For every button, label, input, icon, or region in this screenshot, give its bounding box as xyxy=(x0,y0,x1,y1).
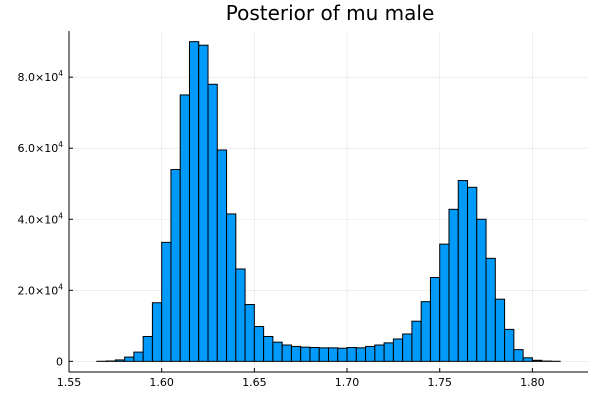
histogram-bar xyxy=(216,149,228,362)
histogram-bar xyxy=(263,335,274,362)
x-tick-label: 1.65 xyxy=(242,376,267,389)
histogram-bar xyxy=(457,180,469,362)
histogram-bar xyxy=(485,257,496,362)
histogram-bar xyxy=(522,357,533,362)
histogram-bar xyxy=(170,169,181,362)
x-tick-label: 1.75 xyxy=(427,376,452,389)
histogram-bar xyxy=(402,333,413,362)
histogram-bar xyxy=(235,268,246,362)
bars-layer xyxy=(96,41,561,362)
histogram-bar xyxy=(411,320,422,362)
histogram-bar xyxy=(448,208,459,362)
histogram-bar xyxy=(253,326,265,362)
x-tick-label: 1.70 xyxy=(335,376,360,389)
histogram-bar xyxy=(429,277,441,362)
y-tick-label: 4.0×104 xyxy=(18,211,64,226)
histogram-bar xyxy=(365,345,376,362)
histogram-bar xyxy=(309,346,320,362)
histogram-bar xyxy=(179,94,190,362)
histogram-bar xyxy=(392,338,404,362)
y-tick-label: 6.0×104 xyxy=(18,140,64,155)
histogram-bar xyxy=(513,349,524,362)
x-tick-label: 1.80 xyxy=(520,376,545,389)
histogram-bar xyxy=(151,302,163,362)
grid-layer xyxy=(68,31,588,372)
histogram-bar xyxy=(531,359,543,362)
histogram-bar xyxy=(133,351,144,362)
histogram-bar xyxy=(226,213,237,362)
x-tick-label: 1.55 xyxy=(57,376,82,389)
histogram-bar xyxy=(124,356,135,362)
histogram-bar xyxy=(467,186,478,362)
histogram-bar xyxy=(439,243,450,362)
x-tick-label: 1.60 xyxy=(149,376,174,389)
histogram-bar xyxy=(374,344,385,362)
histogram-bar xyxy=(198,44,209,362)
histogram-bar xyxy=(504,328,515,362)
axis-layer: 1.55 1.60 1.65 1.70 1.75 1.80 0 2.0×104 4.0×104 6… xyxy=(18,31,588,389)
y-tick-label: 0 xyxy=(56,355,63,368)
histogram-bar xyxy=(290,345,302,362)
histogram-bar xyxy=(383,342,394,362)
histogram-bar xyxy=(494,298,506,362)
histogram-bar xyxy=(207,83,218,362)
histogram-bar xyxy=(328,347,339,362)
histogram-bar xyxy=(300,346,311,362)
histogram-bar xyxy=(142,335,153,362)
chart-title: Posterior of mu male xyxy=(226,1,435,25)
histogram-bar xyxy=(355,347,367,362)
y-tick-label: 8.0×104 xyxy=(18,69,64,84)
histogram-bar xyxy=(188,41,200,362)
histogram-bar xyxy=(476,218,487,362)
histogram-bar xyxy=(337,347,348,362)
histogram-bar xyxy=(272,341,283,362)
histogram-bar xyxy=(244,304,255,362)
histogram-bar xyxy=(281,344,292,362)
histogram-bar xyxy=(346,346,357,362)
histogram-bar xyxy=(114,359,126,362)
histogram-bar xyxy=(420,301,431,362)
histogram-bar xyxy=(161,241,172,362)
y-tick-label: 2.0×104 xyxy=(18,282,64,297)
histogram-bar xyxy=(318,347,330,362)
